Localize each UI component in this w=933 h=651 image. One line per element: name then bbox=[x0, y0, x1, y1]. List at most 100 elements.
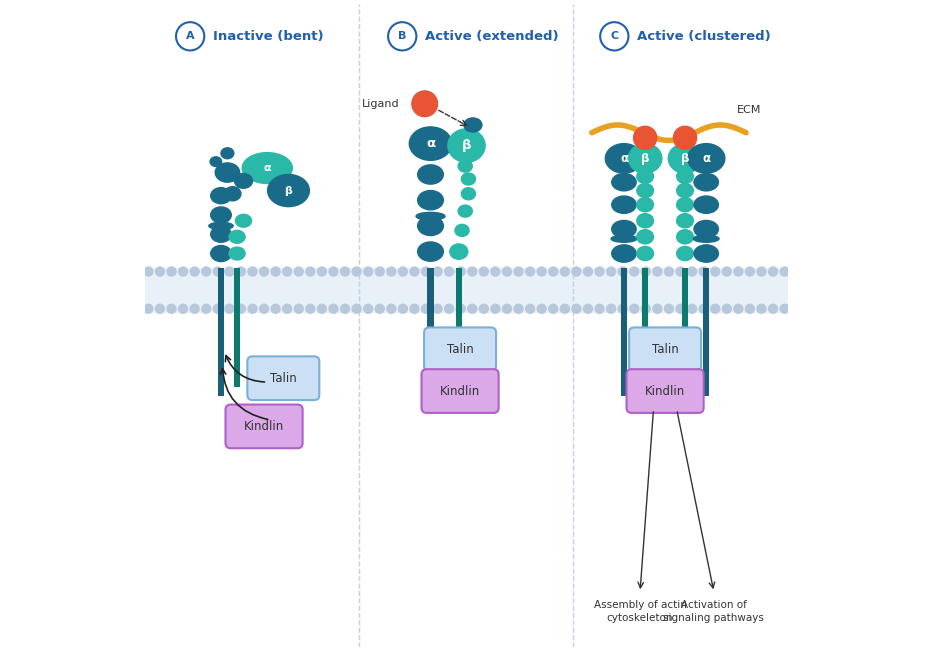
Ellipse shape bbox=[211, 187, 231, 204]
Circle shape bbox=[375, 304, 384, 313]
Ellipse shape bbox=[461, 173, 476, 185]
Circle shape bbox=[352, 304, 361, 313]
Circle shape bbox=[619, 304, 627, 313]
Circle shape bbox=[294, 267, 303, 276]
Circle shape bbox=[259, 267, 269, 276]
Ellipse shape bbox=[458, 205, 472, 217]
Circle shape bbox=[410, 304, 419, 313]
Circle shape bbox=[561, 267, 569, 276]
Ellipse shape bbox=[676, 198, 693, 212]
Circle shape bbox=[503, 267, 511, 276]
Ellipse shape bbox=[637, 169, 653, 184]
Text: β: β bbox=[462, 139, 471, 152]
Ellipse shape bbox=[418, 216, 443, 236]
Circle shape bbox=[641, 267, 650, 276]
Circle shape bbox=[352, 267, 361, 276]
Circle shape bbox=[306, 304, 314, 313]
Circle shape bbox=[664, 304, 674, 313]
Circle shape bbox=[780, 304, 789, 313]
Ellipse shape bbox=[637, 230, 653, 244]
Circle shape bbox=[537, 304, 546, 313]
Text: Active (extended): Active (extended) bbox=[425, 30, 558, 43]
FancyBboxPatch shape bbox=[422, 369, 498, 413]
Circle shape bbox=[341, 267, 350, 276]
Ellipse shape bbox=[612, 196, 636, 214]
Circle shape bbox=[503, 304, 511, 313]
FancyBboxPatch shape bbox=[627, 369, 703, 413]
Bar bbox=[703, 268, 709, 396]
Ellipse shape bbox=[209, 223, 233, 229]
Circle shape bbox=[734, 304, 743, 313]
Ellipse shape bbox=[694, 221, 718, 238]
Circle shape bbox=[734, 267, 743, 276]
Circle shape bbox=[711, 267, 719, 276]
Ellipse shape bbox=[461, 187, 476, 200]
Circle shape bbox=[167, 304, 176, 313]
Circle shape bbox=[745, 304, 755, 313]
Circle shape bbox=[236, 304, 245, 313]
Circle shape bbox=[178, 304, 188, 313]
Text: β: β bbox=[285, 186, 292, 195]
Circle shape bbox=[317, 267, 327, 276]
Circle shape bbox=[688, 304, 697, 313]
Ellipse shape bbox=[416, 212, 445, 220]
Circle shape bbox=[549, 304, 558, 313]
Circle shape bbox=[433, 304, 442, 313]
Circle shape bbox=[634, 126, 657, 150]
Circle shape bbox=[294, 304, 303, 313]
Circle shape bbox=[248, 304, 257, 313]
Circle shape bbox=[514, 304, 523, 313]
Circle shape bbox=[525, 267, 535, 276]
Ellipse shape bbox=[458, 160, 472, 172]
Ellipse shape bbox=[688, 144, 725, 173]
Text: α: α bbox=[703, 152, 710, 165]
Ellipse shape bbox=[606, 144, 643, 173]
Circle shape bbox=[630, 267, 639, 276]
Circle shape bbox=[619, 267, 627, 276]
Circle shape bbox=[387, 304, 396, 313]
Ellipse shape bbox=[210, 157, 222, 167]
Circle shape bbox=[398, 267, 408, 276]
Text: Kindlin: Kindlin bbox=[645, 385, 685, 398]
Circle shape bbox=[699, 304, 708, 313]
Circle shape bbox=[225, 267, 234, 276]
Circle shape bbox=[653, 304, 661, 313]
Ellipse shape bbox=[211, 245, 231, 262]
Ellipse shape bbox=[418, 165, 443, 184]
Circle shape bbox=[178, 267, 188, 276]
Circle shape bbox=[283, 267, 292, 276]
Circle shape bbox=[549, 267, 558, 276]
Ellipse shape bbox=[229, 247, 245, 260]
Circle shape bbox=[630, 304, 639, 313]
Ellipse shape bbox=[694, 245, 718, 262]
Text: A: A bbox=[186, 31, 194, 41]
FancyBboxPatch shape bbox=[146, 268, 787, 312]
Text: ECM: ECM bbox=[736, 105, 760, 115]
Ellipse shape bbox=[234, 174, 253, 188]
Circle shape bbox=[583, 267, 592, 276]
Circle shape bbox=[272, 304, 280, 313]
Circle shape bbox=[387, 267, 396, 276]
Circle shape bbox=[561, 304, 569, 313]
Circle shape bbox=[595, 267, 604, 276]
Circle shape bbox=[572, 267, 581, 276]
Circle shape bbox=[375, 267, 384, 276]
Text: Kindlin: Kindlin bbox=[440, 385, 480, 398]
Ellipse shape bbox=[637, 214, 653, 228]
Bar bbox=[427, 268, 434, 374]
Ellipse shape bbox=[637, 198, 653, 212]
Ellipse shape bbox=[676, 169, 693, 184]
Circle shape bbox=[699, 267, 708, 276]
Circle shape bbox=[167, 267, 176, 276]
Circle shape bbox=[480, 304, 488, 313]
Circle shape bbox=[283, 304, 292, 313]
Circle shape bbox=[456, 267, 466, 276]
Text: β: β bbox=[641, 152, 649, 165]
Ellipse shape bbox=[450, 244, 467, 259]
FancyBboxPatch shape bbox=[247, 356, 319, 400]
Bar bbox=[642, 268, 648, 396]
Circle shape bbox=[537, 267, 546, 276]
Text: Assembly of actin
cytoskeleton: Assembly of actin cytoskeleton bbox=[593, 600, 687, 623]
Circle shape bbox=[341, 304, 350, 313]
Circle shape bbox=[156, 267, 164, 276]
